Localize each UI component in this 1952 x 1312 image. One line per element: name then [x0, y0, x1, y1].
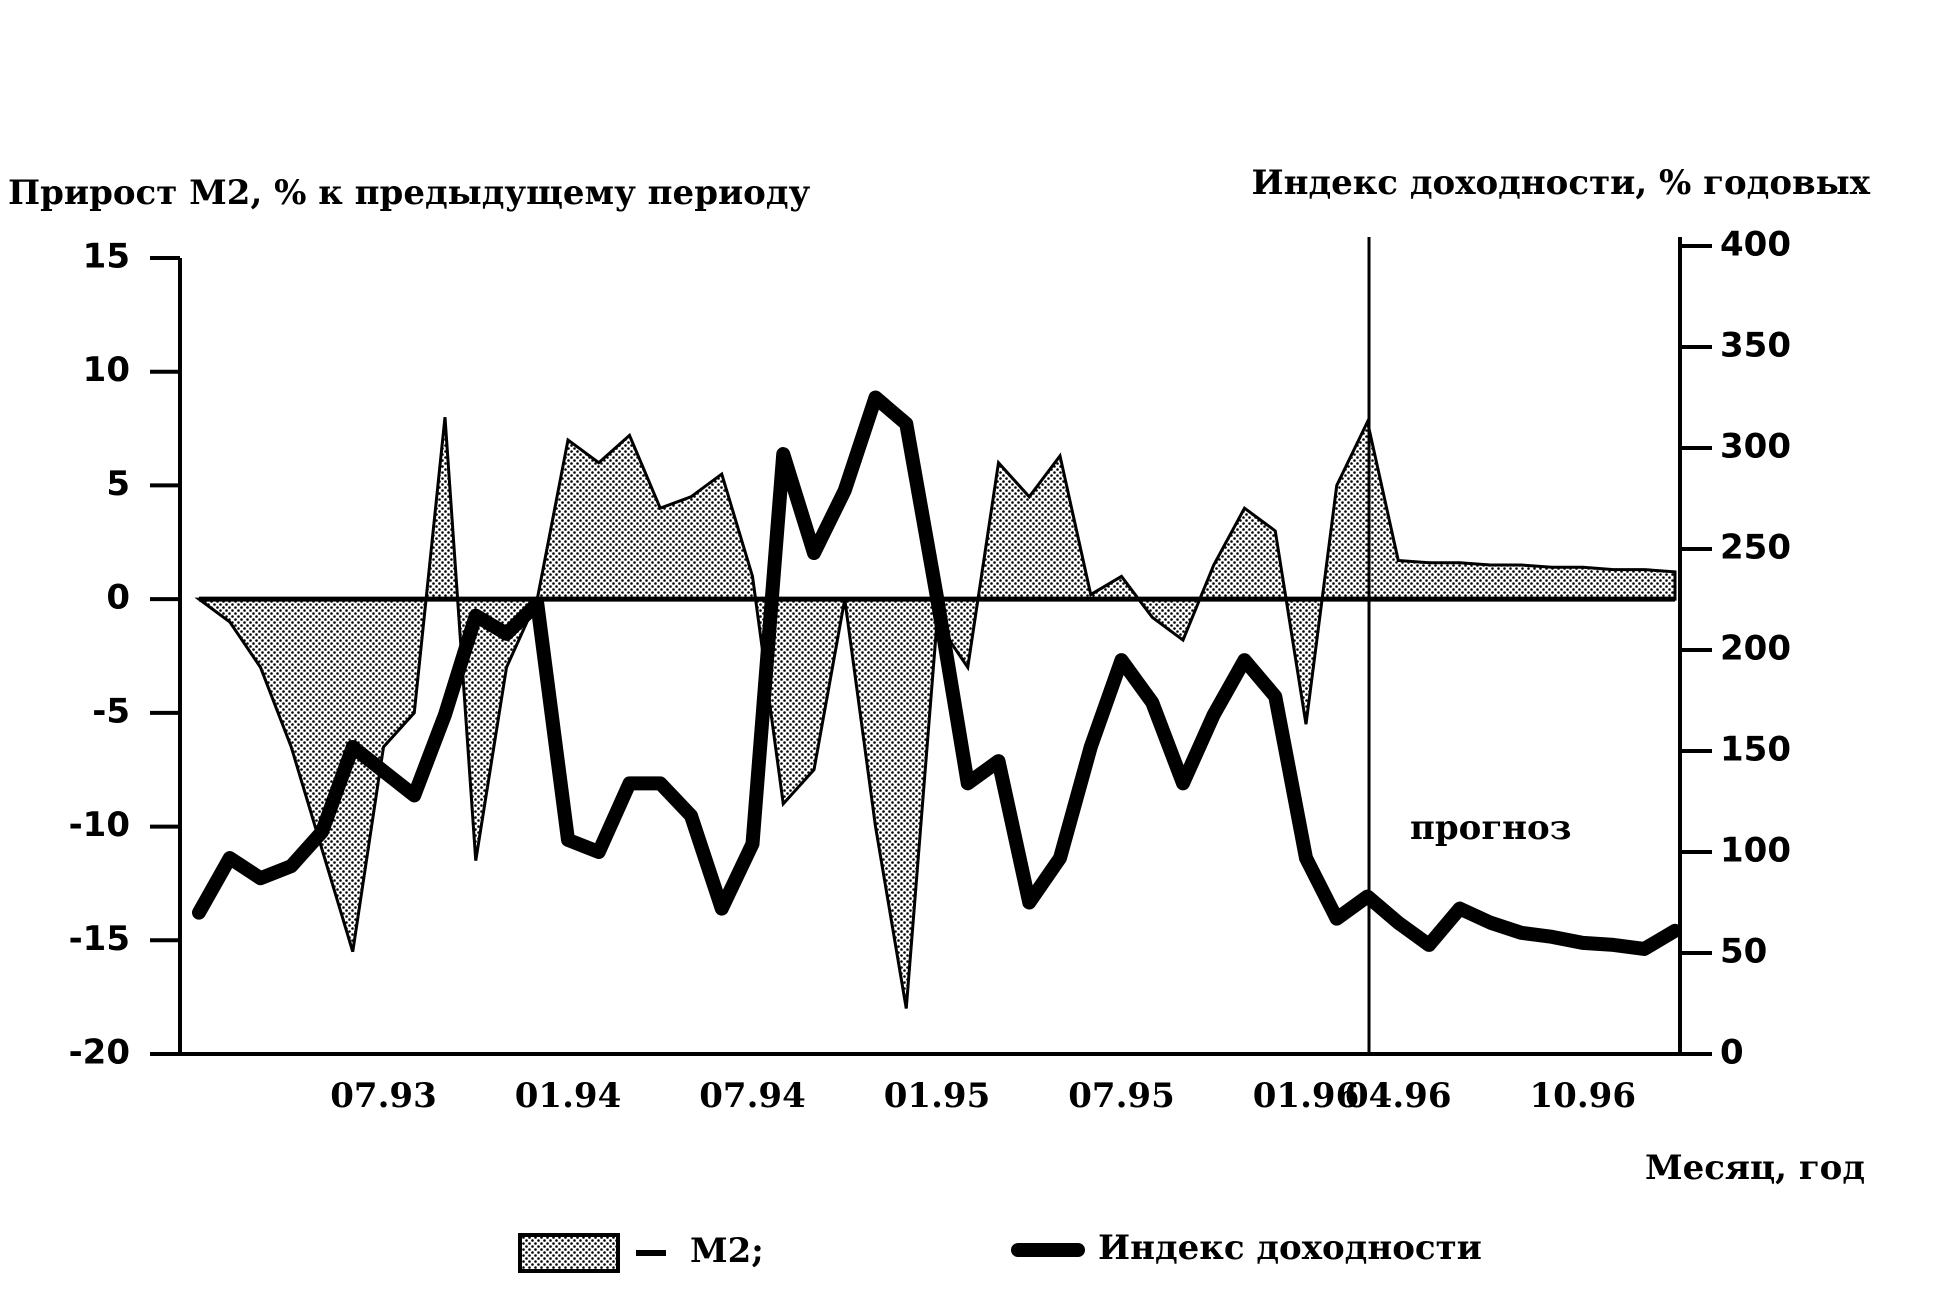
y2-tick-label: 200	[1720, 629, 1791, 669]
y2-tick-label: 400	[1720, 225, 1791, 265]
x-tick-label: 01.95	[884, 1076, 990, 1116]
x-tick-label: 07.94	[699, 1076, 805, 1116]
y2-tick-label: 50	[1720, 932, 1767, 972]
area	[194, 417, 1677, 1009]
x-tick-label: 01.94	[515, 1076, 621, 1116]
x-axis-title: Месяц, год	[1645, 1148, 1865, 1188]
y-tick-label: -10	[69, 805, 130, 845]
y-tick-label: 15	[83, 237, 130, 277]
y2-tick-label: 150	[1720, 730, 1791, 770]
y-axis-title: Прирост М2, % к предыдущему периоду	[8, 173, 811, 213]
y2-tick-label: 0	[1720, 1033, 1744, 1073]
line	[192, 390, 1682, 956]
legend-swatch	[518, 1233, 620, 1273]
y-tick-label: -15	[69, 919, 130, 959]
x-tick-label: 07.93	[330, 1076, 436, 1116]
y-tick-label: 5	[106, 464, 130, 504]
legend-label: М2;	[690, 1231, 764, 1271]
x-tick-label: 07.95	[1068, 1076, 1174, 1116]
y-tick-label: -20	[69, 1033, 130, 1073]
y-tick-label: 10	[83, 350, 130, 390]
y-tick-label: 0	[106, 578, 130, 618]
y2-tick-label: 100	[1720, 831, 1791, 871]
legend-label: Индекс доходности	[1098, 1228, 1482, 1268]
y-tick-label: -5	[92, 691, 130, 731]
x-tick-label: 10.96	[1530, 1076, 1636, 1116]
y2-tick-label: 250	[1720, 528, 1791, 568]
x-tick-label: 01.96	[1253, 1076, 1359, 1116]
annotation: прогноз	[1410, 808, 1571, 848]
x-tick-label: 04.96	[1345, 1076, 1451, 1116]
legend: М2; Индекс доходности	[518, 1228, 1482, 1273]
y2-axis-title: Индекс доходности, % годовых	[1251, 163, 1870, 203]
y2-tick-label: 350	[1720, 326, 1791, 366]
y2-tick-label: 300	[1720, 427, 1791, 467]
